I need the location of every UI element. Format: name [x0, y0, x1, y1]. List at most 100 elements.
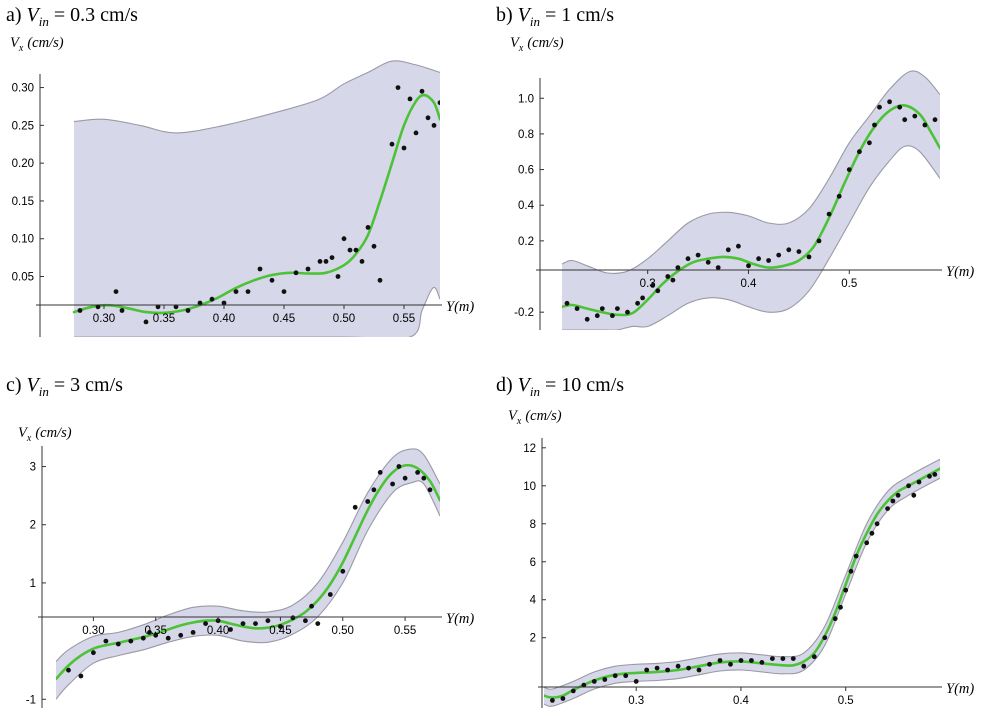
confidence-band-lower-edge-a [74, 286, 440, 337]
data-point-a-17 [305, 266, 311, 272]
x-tick-label-a-4: 0.50 [333, 313, 355, 325]
x-axis-title-d: Y(m) [946, 681, 974, 697]
confidence-band-d [544, 459, 940, 707]
data-point-c-3 [103, 638, 109, 644]
data-point-c-28 [377, 470, 383, 475]
panel-b-title: b) Vin = 1 cm/s [496, 4, 614, 30]
data-point-a-12 [245, 289, 251, 294]
data-point-c-29 [390, 481, 395, 487]
data-point-d-6 [612, 673, 618, 679]
data-point-b-21 [746, 263, 751, 269]
data-point-a-10 [221, 300, 227, 306]
x-tick-label-d-1: 0.4 [733, 695, 750, 707]
x-axis-title-a: Y(m) [446, 299, 474, 315]
data-point-a-30 [395, 85, 401, 90]
data-point-d-24 [801, 663, 807, 669]
data-point-a-15 [281, 289, 287, 294]
data-point-d-40 [916, 479, 922, 485]
data-point-d-36 [890, 498, 896, 504]
data-point-b-16 [695, 252, 701, 258]
y-tick-label-a-0: 0.05 [12, 272, 34, 284]
panel-d-title-value: = 10 cm/s [545, 374, 625, 396]
y-tick-label-d-2: 6 [530, 557, 536, 569]
data-point-a-22 [341, 236, 347, 242]
y-tick-label-d-3: 8 [530, 519, 536, 531]
data-point-d-7 [623, 673, 629, 679]
data-point-c-2 [91, 650, 96, 656]
data-point-c-26 [365, 499, 371, 504]
y-tick-label-a-1: 0.10 [12, 234, 34, 246]
chart-panel-d: 0.3 0.4 0.5 2 4 6 8 10 12 Y(m) Vx (cm/s) [508, 408, 974, 708]
data-point-c-24 [340, 568, 346, 574]
data-point-a-3 [119, 308, 125, 313]
data-point-b-17 [705, 259, 711, 265]
data-point-b-2 [584, 316, 590, 322]
data-point-b-22 [756, 256, 761, 262]
plot-area-d [544, 458, 940, 707]
fit-curve-b [562, 104, 940, 317]
x-tick-label-b-1: 0.4 [740, 278, 757, 290]
data-point-c-23 [327, 592, 333, 597]
data-point-d-17 [728, 661, 733, 667]
x-tick-label-c-1: 0.35 [145, 625, 167, 637]
data-point-a-31 [401, 145, 407, 151]
data-point-b-15 [685, 256, 691, 262]
data-point-c-15 [240, 621, 246, 626]
panel-d-label: d) [496, 374, 513, 396]
data-point-b-28 [816, 238, 822, 244]
data-point-d-30 [848, 568, 854, 574]
data-point-b-26 [796, 249, 802, 255]
y-axis-title-unit-a: (cm/s) [27, 35, 63, 51]
data-point-a-4 [143, 319, 149, 325]
data-point-a-25 [359, 259, 365, 264]
y-axis-title-unit-c: (cm/s) [35, 425, 71, 441]
data-point-c-20 [303, 618, 308, 624]
data-point-b-31 [846, 167, 852, 173]
panel-a-title: a) Vin = 0.3 cm/s [6, 4, 138, 30]
y-axis-title-subscript-b: x [518, 43, 524, 54]
data-point-c-18 [278, 624, 283, 629]
data-point-d-22 [780, 656, 786, 661]
fit-curve-a [72, 93, 440, 315]
y-axis-title-symbol-b: V [510, 35, 521, 51]
panel-d-title-symbol: V [517, 374, 530, 396]
data-point-b-18 [715, 265, 721, 270]
data-point-a-9 [209, 296, 215, 302]
data-point-a-16 [293, 270, 299, 276]
panel-d-title: d) Vin = 10 cm/s [496, 374, 624, 400]
data-point-b-14 [675, 265, 681, 270]
y-tick-label-d-0: 2 [530, 633, 536, 645]
x-tick-label-d-0: 0.3 [628, 695, 644, 707]
data-point-a-18 [317, 259, 323, 264]
x-tick-label-a-5: 0.55 [393, 313, 415, 325]
data-point-a-29 [389, 141, 395, 147]
y-tick-label-c-2: 2 [30, 520, 36, 532]
data-point-c-25 [352, 504, 358, 510]
data-point-b-1 [574, 306, 580, 311]
data-point-b-0 [564, 300, 570, 306]
data-point-b-39 [912, 113, 918, 119]
data-point-a-23 [347, 247, 353, 253]
data-point-d-11 [665, 667, 670, 673]
data-point-c-9 [165, 635, 171, 641]
chart-panel-a: 0.30 0.35 0.40 0.45 0.50 0.55 0.05 0.10 0.15 0.20… [10, 35, 474, 337]
data-point-b-7 [625, 309, 630, 315]
data-point-d-35 [885, 506, 890, 511]
data-point-c-19 [290, 615, 296, 621]
y-tick-label-a-3: 0.20 [12, 158, 34, 170]
confidence-band-upper-edge-c [56, 448, 440, 662]
data-point-b-33 [867, 140, 872, 146]
data-point-a-7 [185, 308, 191, 313]
data-point-b-19 [725, 247, 731, 253]
data-point-b-36 [887, 99, 892, 105]
data-point-d-14 [696, 667, 702, 673]
data-point-b-6 [615, 306, 620, 311]
confidence-band-upper-edge-a [73, 60, 440, 134]
data-point-d-3 [581, 682, 587, 688]
data-point-a-32 [407, 96, 413, 102]
data-point-a-1 [95, 304, 101, 310]
data-point-d-37 [895, 492, 901, 498]
data-point-c-1 [78, 673, 84, 679]
y-tick-label-b-2: 0.4 [518, 200, 535, 212]
y-tick-label-c-3: 3 [30, 462, 36, 474]
